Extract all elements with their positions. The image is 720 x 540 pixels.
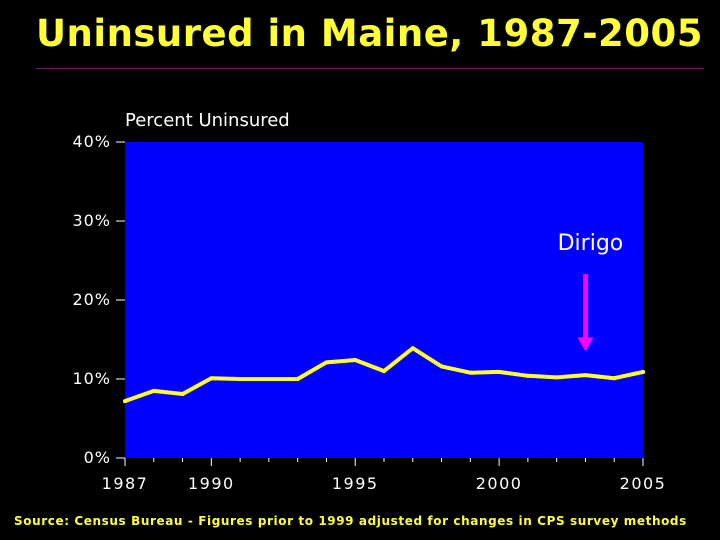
- data-point: [295, 377, 300, 381]
- data-point: [497, 369, 502, 374]
- x-axis: 1987 1990 1995 2000 2005: [102, 458, 667, 493]
- plot-area: [125, 142, 643, 458]
- data-point: [468, 370, 473, 375]
- x-tick-label: 1990: [188, 474, 235, 493]
- x-tick-label: 2000: [476, 474, 523, 493]
- y-axis: 0% 10% 20% 30% 40%: [72, 132, 125, 467]
- annotation-arrow-head: [577, 337, 594, 352]
- data-point: [439, 364, 444, 369]
- y-tick-label: 40%: [72, 132, 111, 151]
- page-title: Uninsured in Maine, 1987-2005: [36, 12, 704, 55]
- data-point: [266, 377, 271, 381]
- data-point: [410, 346, 415, 351]
- data-point: [554, 375, 559, 380]
- y-axis-label: Percent Uninsured: [125, 110, 290, 131]
- y-tick-label: 20%: [72, 290, 111, 309]
- title-divider: [36, 68, 704, 69]
- data-point: [238, 377, 243, 381]
- data-point: [583, 373, 588, 378]
- data-point: [151, 388, 156, 393]
- annotations: Dirigo: [558, 231, 624, 352]
- data-point: [641, 369, 645, 374]
- data-point: [525, 373, 530, 378]
- data-point: [324, 360, 329, 365]
- data-point: [180, 392, 185, 397]
- y-tick-label: 30%: [72, 211, 111, 230]
- data-point: [612, 376, 617, 381]
- source-note: Source: Census Bureau - Figures prior to…: [14, 514, 687, 528]
- data-point: [123, 399, 127, 404]
- x-tick-label: 1987: [102, 474, 149, 493]
- y-tick-label: 10%: [72, 369, 111, 388]
- y-tick-label: 0%: [84, 448, 111, 467]
- x-tick-label: 2005: [620, 474, 667, 493]
- data-point: [382, 369, 386, 374]
- data-point: [353, 358, 358, 363]
- annotation-label: Dirigo: [558, 231, 624, 256]
- x-tick-label: 1995: [332, 474, 379, 493]
- series-points: [123, 346, 645, 404]
- data-point: [209, 376, 214, 381]
